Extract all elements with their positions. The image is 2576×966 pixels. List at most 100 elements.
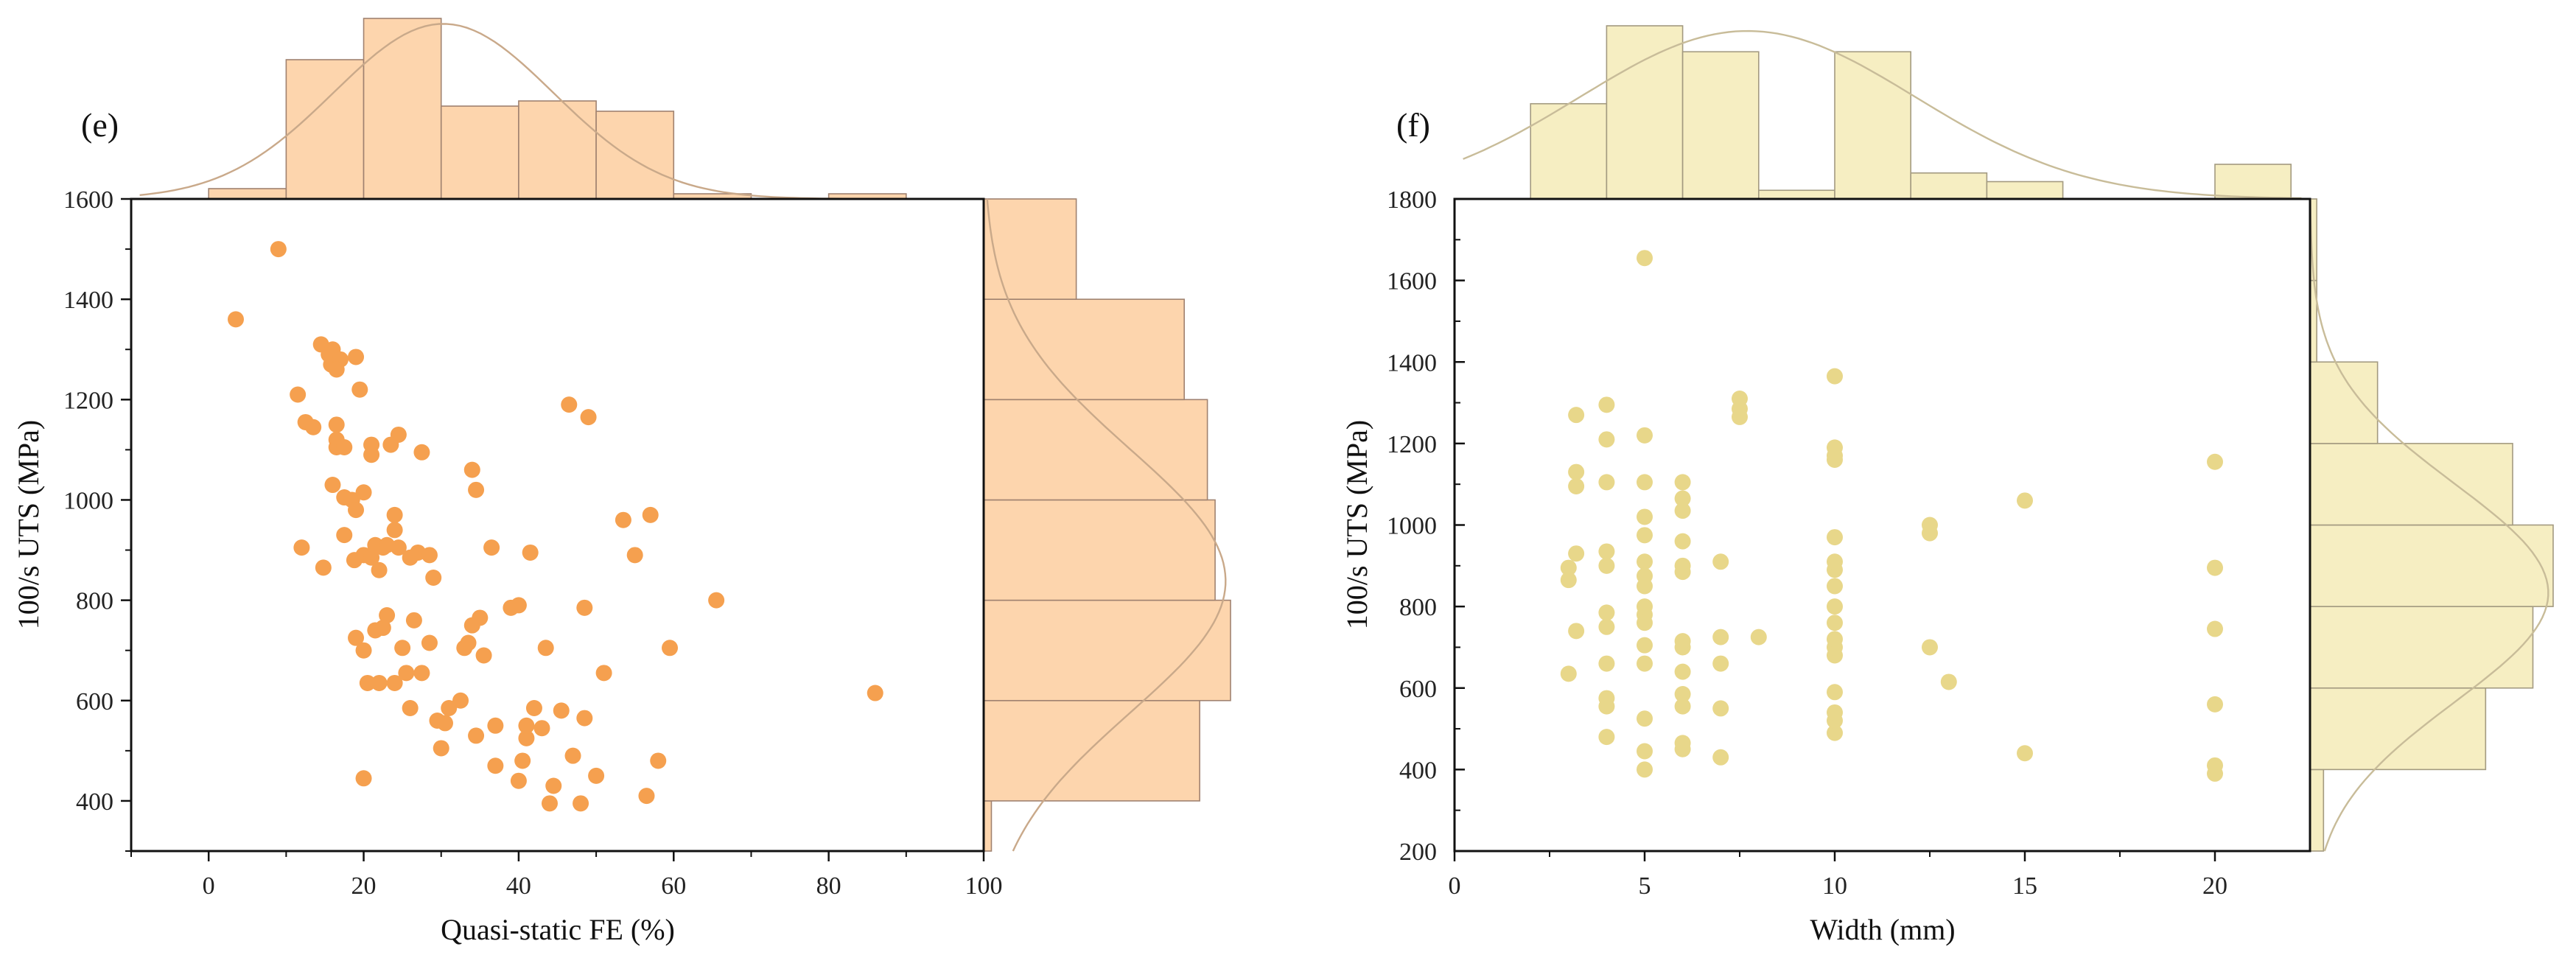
data-point xyxy=(1598,557,1615,574)
data-point xyxy=(1560,559,1577,576)
data-point xyxy=(541,795,558,812)
right-histogram-bar xyxy=(2309,687,2487,771)
data-point xyxy=(270,241,287,258)
data-point xyxy=(386,674,403,691)
data-point xyxy=(328,416,345,433)
data-point xyxy=(468,727,485,744)
panel-label: (e) xyxy=(81,106,119,144)
data-point xyxy=(371,561,388,578)
data-point xyxy=(642,506,659,523)
right-marginal-histogram xyxy=(983,198,1231,852)
top-histogram-bar xyxy=(1910,172,1988,200)
data-point xyxy=(363,549,380,566)
data-point xyxy=(371,674,388,691)
data-point xyxy=(402,699,419,716)
x-tick-label: 100 xyxy=(965,872,1003,900)
data-point xyxy=(514,752,531,769)
x-tick-label: 0 xyxy=(1449,872,1461,900)
scatter-points xyxy=(1560,250,2223,782)
data-point xyxy=(328,361,345,378)
y-axis: 200 400 600 800 1000 1200 1400 1600 1800 xyxy=(1387,186,1465,866)
data-point xyxy=(1674,474,1691,491)
data-point xyxy=(1637,527,1653,544)
right-marginal-histogram xyxy=(2309,198,2554,852)
data-point xyxy=(595,665,612,682)
y-tick-label: 800 xyxy=(76,588,113,615)
data-point xyxy=(1560,572,1577,589)
top-histogram-bar xyxy=(208,188,287,200)
data-point xyxy=(363,447,380,463)
data-point xyxy=(1674,490,1691,507)
y-tick-label: 1400 xyxy=(63,287,113,314)
data-point xyxy=(468,481,485,498)
data-point xyxy=(487,717,504,734)
y-axis-title: 100/s UTS (MPa) xyxy=(1340,420,1373,629)
data-point xyxy=(379,607,396,624)
right-histogram-bar xyxy=(983,198,1077,300)
data-point xyxy=(626,547,643,564)
x-tick-label: 10 xyxy=(1822,872,1847,900)
chart-panel-f: 0 5 10 15 20 200 400 600 800 1000 1200 1400 1600 1800… xyxy=(1340,25,2554,946)
top-histogram-bar xyxy=(2214,164,2292,200)
y-tick-label: 400 xyxy=(76,788,113,816)
data-point xyxy=(359,674,376,691)
y-tick-label: 600 xyxy=(76,688,113,715)
data-point xyxy=(315,559,332,576)
data-point xyxy=(1674,698,1691,715)
x-tick-label: 20 xyxy=(2202,872,2227,900)
data-point xyxy=(615,511,631,528)
data-point xyxy=(227,311,244,328)
data-point xyxy=(1637,474,1653,491)
y-axis-title: 100/s UTS (MPa) xyxy=(12,420,45,629)
data-point xyxy=(1598,729,1615,746)
data-point xyxy=(1598,474,1615,491)
scatter-points xyxy=(227,241,883,812)
panel-label: (f) xyxy=(1396,106,1430,144)
data-point xyxy=(2207,620,2223,637)
data-point xyxy=(1598,396,1615,413)
data-point xyxy=(1827,704,1843,721)
right-histogram-bar xyxy=(2309,443,2513,526)
data-point xyxy=(1568,463,1585,480)
data-point xyxy=(398,665,415,682)
data-point xyxy=(421,634,438,651)
data-point xyxy=(2207,757,2223,774)
plot-frame xyxy=(1453,197,2311,853)
x-axis-title: Quasi-static FE (%) xyxy=(441,913,675,946)
data-point xyxy=(1827,615,1843,631)
data-point xyxy=(1827,631,1843,648)
data-point xyxy=(1674,735,1691,752)
data-point xyxy=(1674,663,1691,680)
data-point xyxy=(394,640,411,657)
data-point xyxy=(1674,686,1691,703)
plot-frame xyxy=(130,197,985,853)
y-tick-label: 1400 xyxy=(1387,349,1437,377)
data-point xyxy=(290,386,307,403)
top-marginal-histogram xyxy=(139,18,976,200)
data-point xyxy=(1712,553,1729,570)
data-point xyxy=(441,699,458,716)
top-histogram-bar xyxy=(440,105,519,200)
chart-panel-e: 0 20 40 60 80 100 400 600 800 1000 1200 1400 1600 Qua… xyxy=(12,18,1231,946)
right-histogram-bar xyxy=(2309,361,2379,444)
data-point xyxy=(1560,665,1577,682)
data-point xyxy=(1827,598,1843,615)
data-point xyxy=(1598,618,1615,635)
top-histogram-bar xyxy=(1681,51,1760,200)
top-marginal-histogram xyxy=(1463,25,2302,200)
data-point xyxy=(1598,543,1615,560)
data-point xyxy=(1922,517,1938,533)
data-point xyxy=(1674,503,1691,519)
data-point xyxy=(1750,629,1767,645)
data-point xyxy=(324,477,341,494)
data-point xyxy=(1674,633,1691,650)
data-point xyxy=(2207,559,2223,576)
data-point xyxy=(1568,407,1585,424)
data-point xyxy=(2017,745,2033,762)
data-point xyxy=(1568,477,1585,494)
top-histogram-bar xyxy=(363,18,442,200)
data-point xyxy=(588,767,605,784)
data-point xyxy=(1568,623,1585,640)
top-histogram-bar xyxy=(1758,189,1835,200)
